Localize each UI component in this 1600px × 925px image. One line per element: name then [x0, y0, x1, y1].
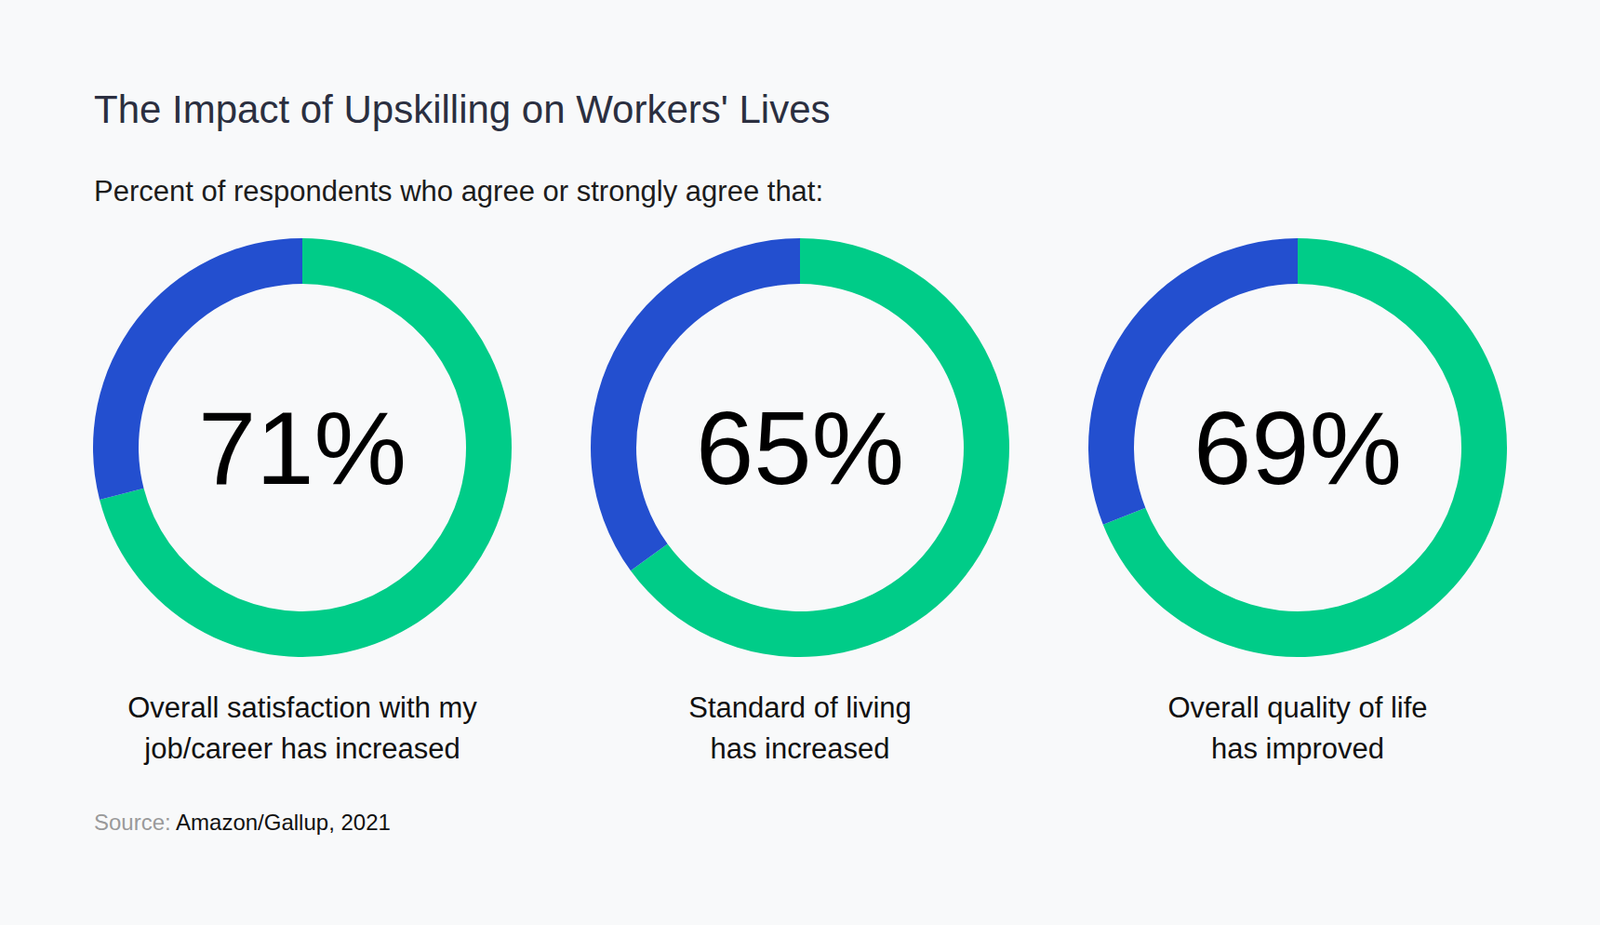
- svg-text:71%: 71%: [198, 389, 407, 507]
- svg-text:Percent of respondents who agr: Percent of respondents who agree or stro…: [93, 174, 824, 208]
- svg-text:has increased: has increased: [709, 732, 890, 765]
- svg-text:The Impact of Upskilling on Wo: The Impact of Upskilling on Workers' Liv…: [93, 87, 831, 132]
- svg-text:69%: 69%: [1193, 389, 1402, 507]
- svg-text:Standard of living: Standard of living: [688, 691, 912, 724]
- svg-text:Overall quality of life: Overall quality of life: [1167, 691, 1427, 724]
- svg-text:65%: 65%: [695, 389, 905, 507]
- svg-text:Source:: Source:: [93, 809, 172, 835]
- svg-text:job/career has increased: job/career has increased: [143, 732, 460, 765]
- svg-text:has improved: has improved: [1211, 732, 1385, 765]
- svg-text:Overall satisfaction with my: Overall satisfaction with my: [127, 691, 478, 724]
- svg-text:Amazon/Gallup, 2021: Amazon/Gallup, 2021: [171, 809, 391, 835]
